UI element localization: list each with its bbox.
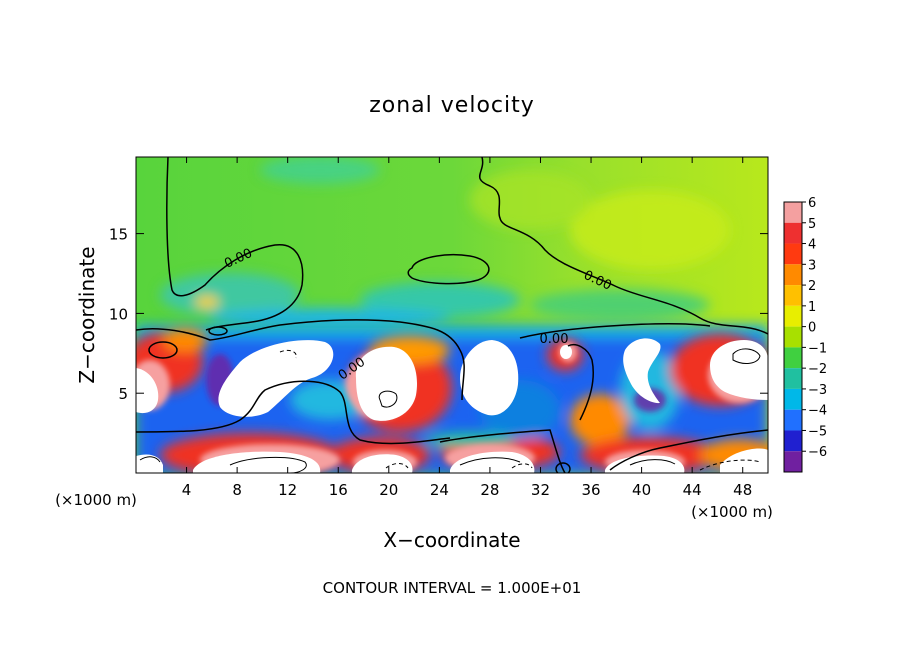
colorbar-tick-label: −2 <box>808 362 827 377</box>
z-axis: 5 10 15 <box>109 226 768 403</box>
colorbar: 6 5 4 3 2 1 0 −1 −2 −3 −4 −5 −6 <box>783 196 827 473</box>
colorbar-swatch <box>784 451 802 472</box>
colorbar-tick-label: 0 <box>808 321 816 336</box>
contour-lines <box>136 157 768 473</box>
colorbar-swatch <box>784 264 802 286</box>
colorbar-tick-label: −5 <box>808 424 827 439</box>
x-tick-label: 20 <box>379 481 398 499</box>
colorbar-swatch <box>784 326 802 348</box>
colorbar-tick-label: −6 <box>808 445 827 460</box>
colorbar-tick-label: −1 <box>808 341 827 356</box>
x-unit-label: (×1000 m) <box>691 503 773 521</box>
x-tick-label: 44 <box>683 481 702 499</box>
colorbar-swatch <box>784 388 802 410</box>
colorbar-swatch <box>784 368 802 389</box>
x-tick-label: 4 <box>182 481 192 499</box>
colorbar-tick-label: −3 <box>808 383 827 398</box>
colorbar-tick-label: 1 <box>808 300 816 315</box>
x-tick-label: 36 <box>581 481 600 499</box>
plot-area <box>136 157 768 473</box>
colorbar-swatch <box>784 430 802 452</box>
x-tick-label: 40 <box>632 481 651 499</box>
colorbar-tick-label: 5 <box>808 217 816 232</box>
colorbar-tick-label: 3 <box>808 258 816 273</box>
x-tick-label: 24 <box>430 481 449 499</box>
colorbar-swatch <box>784 222 802 244</box>
x-tick-label: 12 <box>278 481 297 499</box>
z-axis-title: Z−coordinate <box>75 246 99 383</box>
x-tick-label: 8 <box>232 481 242 499</box>
z-tick-label: 5 <box>118 385 128 403</box>
x-tick-label: 48 <box>733 481 752 499</box>
colorbar-swatch <box>784 285 802 306</box>
contour-interval-note: CONTOUR INTERVAL = 1.000E+01 <box>323 579 582 597</box>
x-axis-title: X−coordinate <box>383 528 520 552</box>
plot-frame <box>135 156 769 474</box>
contour-label: 0.00 <box>540 332 569 347</box>
colorbar-tick-label: 6 <box>808 196 816 211</box>
chart-title: zonal velocity <box>369 93 535 118</box>
colorbar-swatch <box>784 305 802 327</box>
colorbar-frame <box>783 201 803 473</box>
x-tick-label: 16 <box>329 481 348 499</box>
colorbar-swatch <box>784 202 802 223</box>
x-tick-label: 32 <box>531 481 550 499</box>
z-tick-label: 10 <box>109 305 128 323</box>
z-unit-label: (×1000 m) <box>55 491 137 509</box>
colorbar-tick-label: −4 <box>808 404 827 419</box>
z-tick-label: 15 <box>109 226 128 244</box>
colorbar-tick-label: 4 <box>808 238 816 253</box>
x-axis: 4 8 12 16 20 24 28 32 36 40 44 48 <box>182 157 752 499</box>
x-tick-label: 28 <box>480 481 499 499</box>
colorbar-swatch <box>784 243 802 265</box>
colorbar-swatch <box>784 347 802 369</box>
colorbar-swatch <box>784 409 802 431</box>
colorbar-tick-label: 2 <box>808 279 816 294</box>
